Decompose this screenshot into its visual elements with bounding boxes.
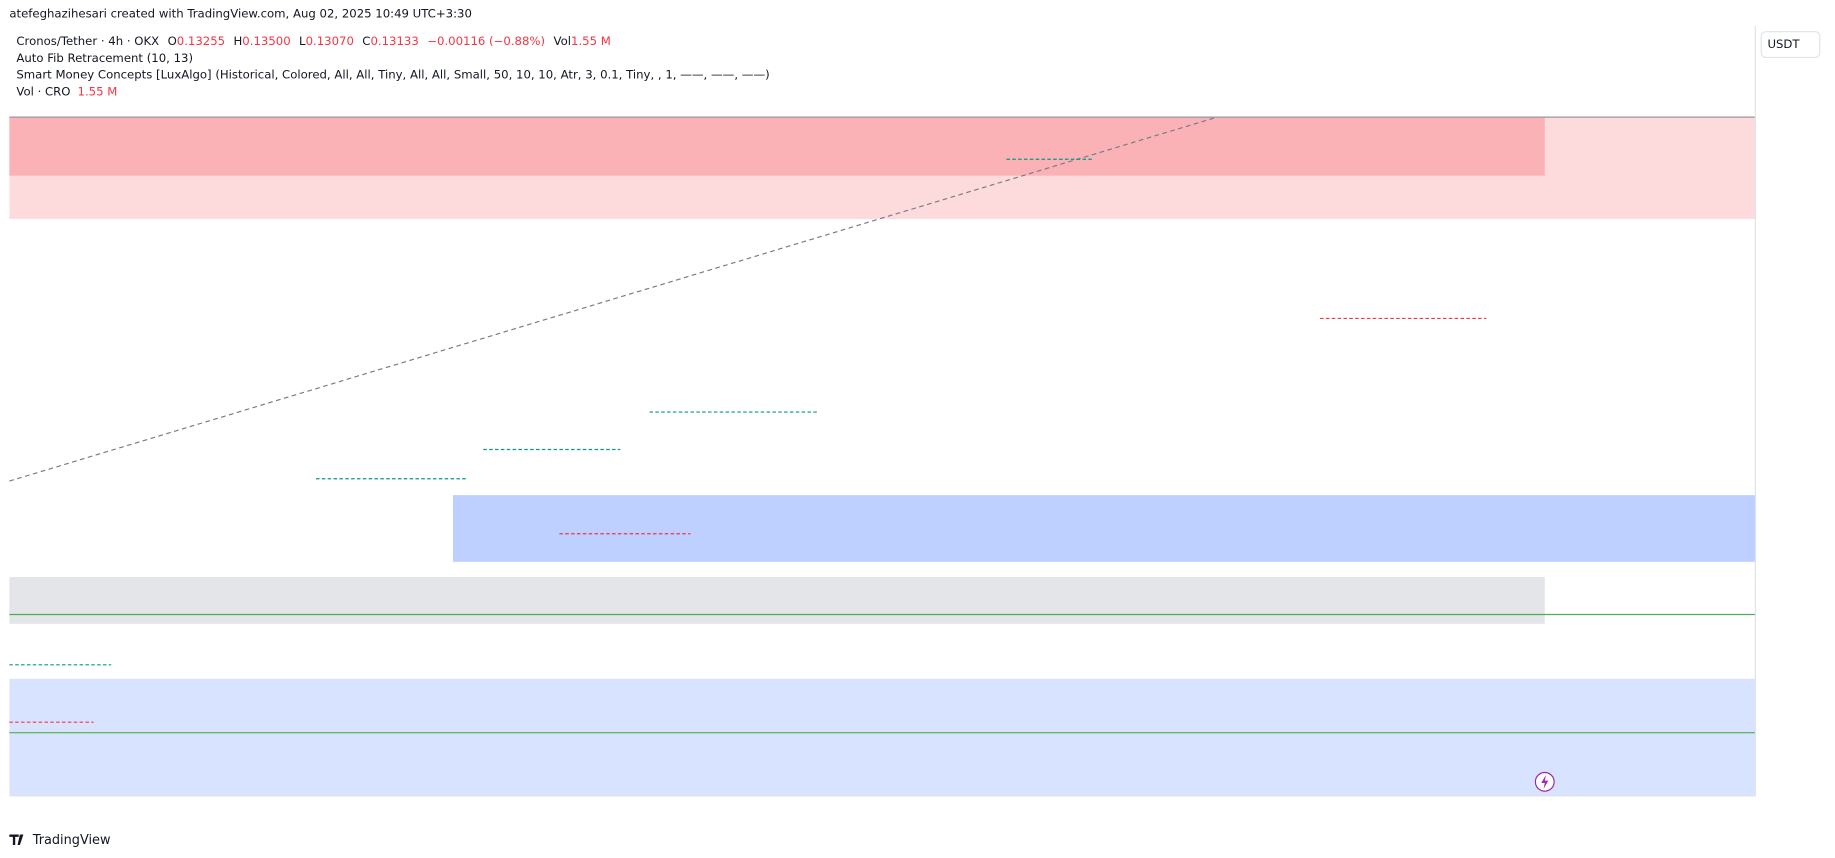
value: 0.13070 (306, 34, 354, 48)
currency[interactable]: USDT (1767, 37, 1800, 51)
value: 1.55 M (571, 34, 611, 48)
value: 1.55 M (78, 84, 118, 98)
indicator: Smart Money Concepts [LuxAlgo] (Historic… (16, 67, 769, 81)
zones (9, 116, 1756, 796)
credit: atefeghazihesari created with TradingVie… (9, 7, 472, 21)
indicator: Auto Fib Retracement (10, 13) (16, 51, 193, 65)
value: 0.13255 (177, 34, 225, 48)
change: −0.00116 (−0.88%) (427, 34, 545, 48)
equilibrium-zone (9, 577, 1545, 624)
premium-zone (9, 117, 1756, 219)
label: L (299, 34, 306, 48)
discount-zone (9, 678, 1756, 796)
fib-trend-line (9, 116, 1218, 482)
volume-legend: Vol · CRO 1.55 M (16, 84, 117, 98)
symbol: Cronos/Tether · 4h · OKX (16, 34, 159, 48)
logo (9, 834, 24, 846)
demand-block (452, 495, 1756, 562)
label: H (234, 34, 243, 48)
symbol-legend: Cronos/Tether · 4h · OKX O0.13255 H0.135… (16, 34, 610, 48)
lightning-glyph (1541, 774, 1549, 789)
supply-block (9, 117, 1545, 176)
value: 0.13500 (242, 34, 290, 48)
name: Vol · CRO (16, 84, 70, 98)
label: C (362, 34, 370, 48)
label: O (168, 34, 177, 48)
value: 0.13133 (370, 34, 418, 48)
footer-brand: TradingView (32, 833, 111, 848)
label: Vol (554, 34, 571, 48)
currency-button[interactable] (1760, 31, 1821, 59)
